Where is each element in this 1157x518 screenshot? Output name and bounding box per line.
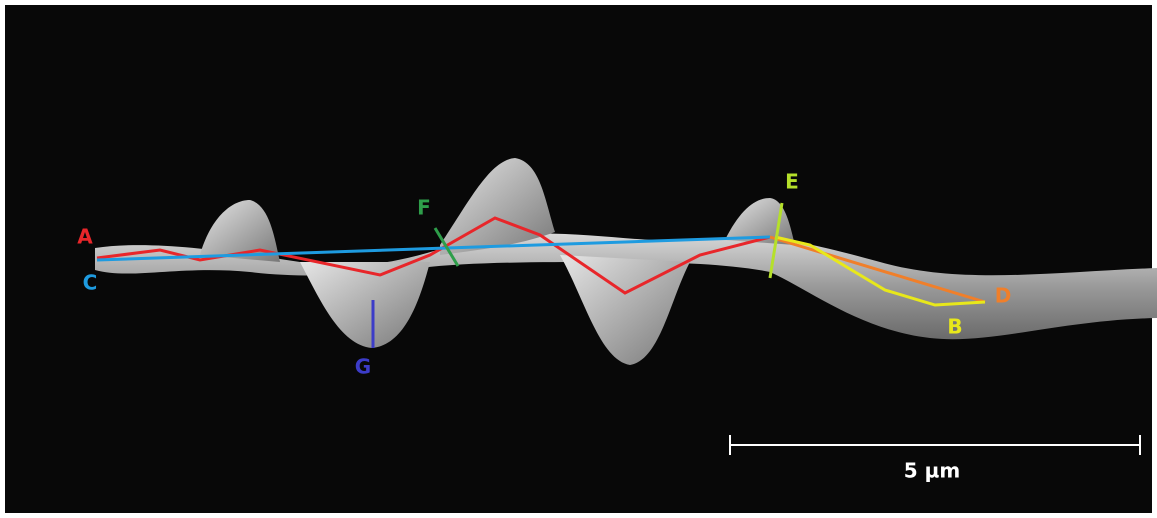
label-c: C	[83, 271, 98, 295]
label-g: G	[355, 355, 371, 379]
label-a: A	[77, 225, 93, 249]
label-b: B	[947, 315, 962, 339]
scale-label: 5 µm	[904, 459, 960, 483]
sem-image: A B C D E F G 5 µm	[0, 0, 1157, 518]
label-d: D	[995, 284, 1012, 308]
label-e: E	[785, 170, 799, 194]
label-f: F	[417, 196, 431, 220]
